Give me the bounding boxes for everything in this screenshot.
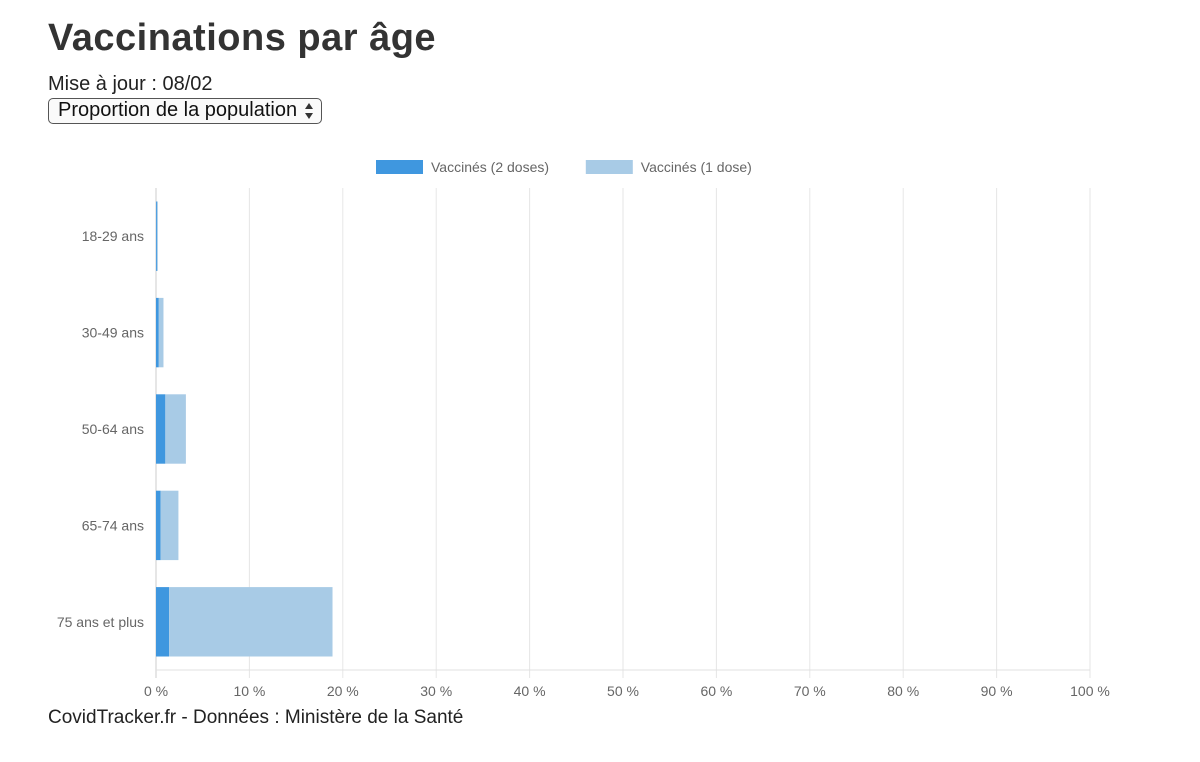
y-category-label: 75 ans et plus	[57, 614, 144, 630]
select-arrows-icon	[305, 103, 313, 119]
bar-segment	[156, 490, 161, 561]
x-tick-label: 80 %	[887, 683, 919, 699]
legend-swatch	[376, 160, 423, 174]
legend-label: Vaccinés (1 dose)	[641, 159, 752, 175]
chart-bars	[156, 201, 333, 657]
chart-grid	[155, 188, 1091, 678]
bar-segment	[156, 587, 170, 657]
bar-segment	[156, 201, 157, 271]
x-tick-label: 10 %	[233, 683, 265, 699]
legend-label: Vaccinés (2 doses)	[431, 159, 549, 175]
bar-segment	[156, 201, 158, 271]
x-tick-label: 0 %	[144, 683, 168, 699]
y-axis-labels: 18-29 ans 30-49 ans 50-64 ans 65-74 ans 75 a…	[57, 228, 144, 630]
x-tick-label: 100 %	[1070, 683, 1110, 699]
data-source: CovidTracker.fr - Données : Ministère de…	[48, 707, 464, 728]
display-mode-value: Proportion de la population	[58, 99, 298, 121]
x-tick-label: 60 %	[700, 683, 732, 699]
bar-segment	[160, 490, 179, 561]
bar-segment	[169, 587, 333, 657]
x-tick-label: 70 %	[794, 683, 826, 699]
y-category-label: 18-29 ans	[82, 228, 144, 244]
legend-swatch	[585, 160, 633, 174]
update-date: Mise à jour : 08/02	[48, 73, 213, 95]
bar-segment	[158, 297, 164, 368]
vaccination-chart: Vaccinés (2 doses) Vaccinés (1 dose) 18-2…	[57, 159, 1110, 699]
y-category-label: 30-49 ans	[82, 325, 144, 341]
x-tick-label: 50 %	[607, 683, 639, 699]
bar-segment	[156, 394, 166, 464]
x-axis-labels: 0 % 10 % 20 % 30 % 40 % 50 % 60 % 70 % 80 % 90 % 1…	[144, 683, 1110, 699]
x-tick-label: 30 %	[420, 683, 452, 699]
chart-legend: Vaccinés (2 doses) Vaccinés (1 dose)	[376, 159, 752, 175]
y-category-label: 50-64 ans	[82, 421, 144, 437]
x-tick-label: 40 %	[514, 683, 546, 699]
bar-segment	[156, 297, 159, 368]
bar-segment	[165, 394, 186, 464]
page-title: Vaccinations par âge	[48, 17, 437, 59]
x-tick-label: 20 %	[327, 683, 359, 699]
display-mode-select[interactable]: Proportion de la population	[48, 98, 322, 124]
x-tick-label: 90 %	[981, 683, 1013, 699]
y-category-label: 65-74 ans	[82, 517, 144, 533]
